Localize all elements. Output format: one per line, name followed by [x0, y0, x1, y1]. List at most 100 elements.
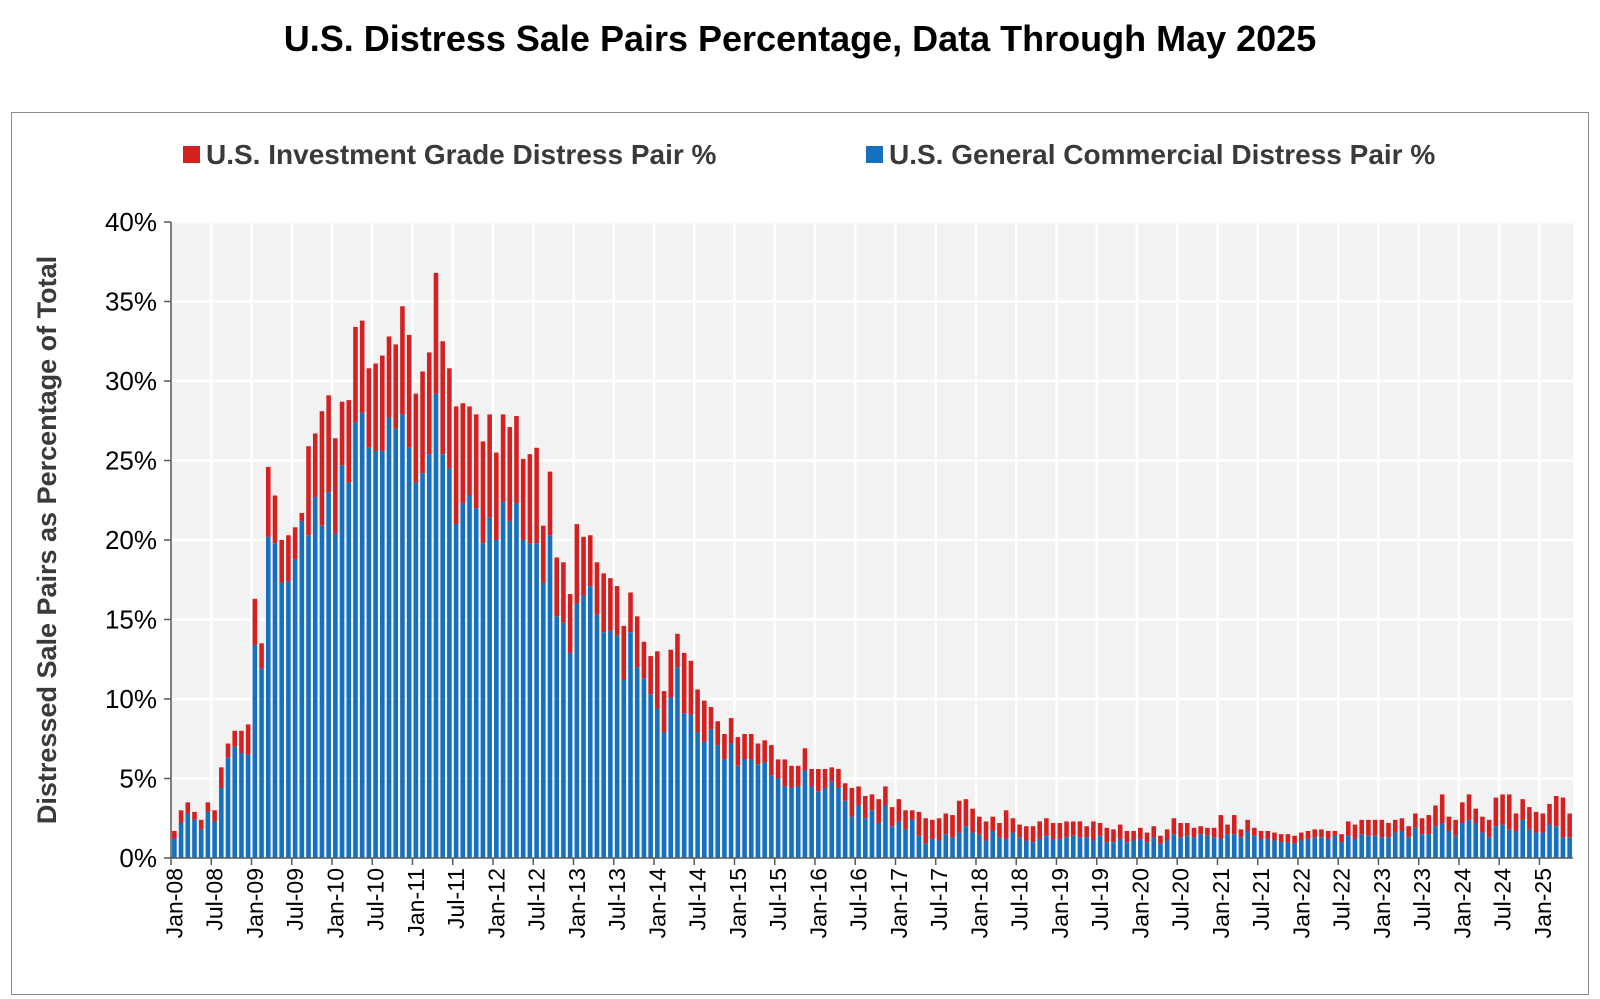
bar-general-commercial: [192, 819, 197, 858]
bar-general-commercial: [1225, 834, 1230, 858]
bar-general-commercial: [178, 823, 184, 858]
chart-frame: [11, 112, 1589, 995]
bar-investment-grade: [1265, 830, 1271, 839]
bar-general-commercial: [460, 503, 466, 858]
bar-general-commercial: [1144, 842, 1150, 858]
bar-general-commercial: [1138, 838, 1143, 858]
bar-investment-grade: [1151, 826, 1157, 838]
y-tick-label: 20%: [105, 525, 157, 555]
bar-general-commercial: [1359, 834, 1364, 858]
bar-general-commercial: [413, 482, 419, 858]
bar-investment-grade: [574, 524, 580, 604]
bar-investment-grade: [252, 598, 258, 645]
bar-general-commercial: [661, 732, 667, 858]
bar-investment-grade: [1319, 829, 1324, 838]
bar-general-commercial: [420, 473, 425, 858]
bar-general-commercial: [198, 829, 204, 858]
bar-investment-grade: [212, 810, 217, 822]
bar-investment-grade: [1533, 811, 1539, 833]
y-axis-title: Distressed Sale Pairs as Percentage of T…: [32, 256, 62, 824]
bar-general-commercial: [1211, 837, 1217, 858]
bar-investment-grade: [1077, 821, 1083, 838]
bar-investment-grade: [534, 447, 539, 544]
bar-investment-grade: [447, 368, 452, 469]
bar-general-commercial: [849, 816, 855, 858]
bar-general-commercial: [1520, 819, 1525, 858]
bar-investment-grade: [1359, 819, 1364, 835]
bar-general-commercial: [675, 667, 680, 858]
x-tick-label: Jan-10: [322, 868, 348, 938]
bar-investment-grade: [1473, 808, 1479, 824]
bar-investment-grade: [614, 586, 620, 636]
x-tick-label: Jul-20: [1168, 868, 1194, 931]
bar-general-commercial: [1178, 837, 1183, 858]
bar-investment-grade: [1553, 795, 1559, 827]
bar-general-commercial: [1540, 832, 1546, 858]
bar-general-commercial: [748, 759, 754, 858]
bar-investment-grade: [648, 656, 653, 695]
bar-general-commercial: [809, 786, 814, 858]
bar-general-commercial: [507, 520, 513, 858]
bar-general-commercial: [1332, 835, 1338, 858]
bar-investment-grade: [567, 594, 573, 653]
bar-investment-grade: [1164, 829, 1170, 841]
bar-investment-grade: [936, 818, 942, 841]
bar-general-commercial: [634, 667, 640, 858]
bar-general-commercial: [1077, 837, 1083, 858]
bar-general-commercial: [1325, 838, 1331, 858]
legend-label-investment-grade: U.S. Investment Grade Distress Pair %: [206, 139, 717, 170]
bar-investment-grade: [319, 411, 325, 526]
bar-general-commercial: [1265, 838, 1271, 858]
bar-investment-grade: [608, 578, 613, 631]
bar-general-commercial: [534, 543, 539, 858]
bar-investment-grade: [782, 759, 788, 787]
bar-investment-grade: [259, 643, 264, 669]
bar-general-commercial: [245, 754, 251, 858]
bar-investment-grade: [494, 452, 499, 540]
bar-general-commercial: [1567, 837, 1572, 858]
x-tick-label: Jul-13: [604, 868, 630, 931]
bar-general-commercial: [386, 417, 392, 858]
bar-general-commercial: [936, 840, 942, 858]
bar-general-commercial: [916, 835, 922, 858]
x-tick-label: Jul-14: [685, 868, 711, 931]
bar-general-commercial: [963, 826, 969, 858]
bar-general-commercial: [1164, 840, 1170, 858]
bar-investment-grade: [1144, 832, 1150, 843]
bar-investment-grade: [675, 633, 680, 668]
bar-investment-grade: [1084, 826, 1089, 838]
bar-general-commercial: [554, 616, 559, 858]
bar-investment-grade: [232, 730, 238, 747]
bar-investment-grade: [1057, 823, 1063, 839]
bar-general-commercial: [225, 757, 231, 858]
bar-general-commercial: [648, 694, 653, 858]
x-tick-label: Jul-19: [1087, 868, 1113, 931]
bar-general-commercial: [1553, 826, 1559, 858]
bar-general-commercial: [1010, 832, 1016, 858]
bar-investment-grade: [1225, 824, 1230, 835]
bar-general-commercial: [695, 732, 700, 858]
bar-investment-grade: [346, 400, 352, 483]
bar-investment-grade: [440, 341, 445, 455]
bar-general-commercial: [822, 788, 828, 858]
bar-investment-grade: [963, 799, 969, 827]
x-gridlines: [209, 222, 1541, 858]
y-tick-label: 10%: [105, 684, 157, 714]
bar-general-commercial: [896, 821, 902, 858]
x-tick-label: Jul-16: [846, 868, 872, 931]
bar-general-commercial: [567, 652, 573, 858]
bar-general-commercial: [923, 843, 928, 858]
bar-investment-grade: [641, 641, 647, 679]
bar-general-commercial: [628, 632, 633, 858]
bar-investment-grade: [1117, 824, 1123, 839]
bar-investment-grade: [198, 819, 204, 830]
bar-investment-grade: [1372, 819, 1378, 836]
bar-investment-grade: [353, 326, 358, 423]
bar-investment-grade: [1211, 827, 1217, 838]
bar-investment-grade: [1245, 819, 1250, 831]
bar-general-commercial: [856, 805, 861, 858]
bar-general-commercial: [1057, 838, 1063, 858]
bar-general-commercial: [1272, 840, 1277, 858]
x-tick-label: Jul-23: [1409, 868, 1435, 931]
bar-investment-grade: [1097, 823, 1103, 836]
